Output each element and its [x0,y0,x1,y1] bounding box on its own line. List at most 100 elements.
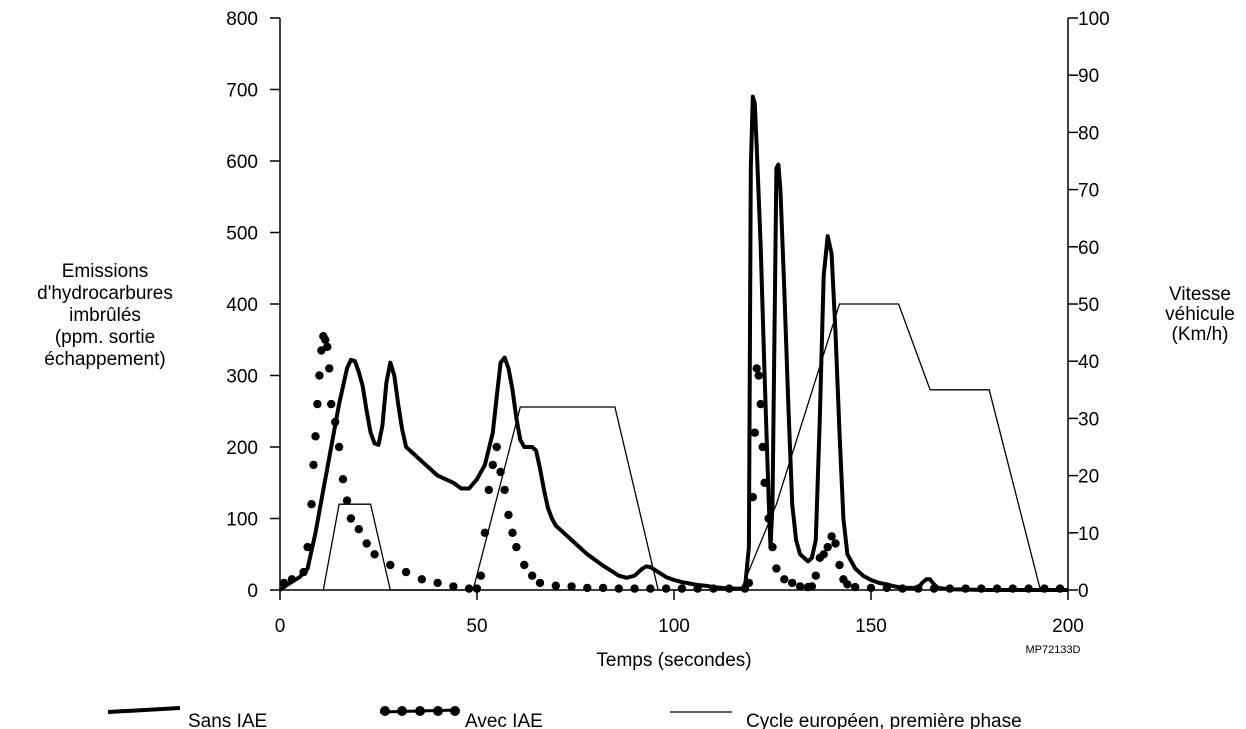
series-point-avec-iae [598,583,608,593]
series-point-avec-iae [780,575,789,584]
series-point-avec-iae [823,542,832,552]
series-point-avec-iae [315,371,324,380]
series-point-avec-iae [287,575,296,584]
series-line-sans-iae [278,94,1068,592]
series-point-avec-iae [827,532,836,541]
series-point-avec-iae [929,584,939,593]
series-point-avec-iae [342,496,352,505]
series-point-avec-iae [307,500,316,509]
series-point-avec-iae [807,582,817,591]
series-point-avec-iae [614,584,623,593]
series-point-avec-iae [811,571,820,580]
series-point-avec-iae [528,571,537,580]
y-left-tick-label: 300 [226,367,258,388]
series-point-avec-iae [311,432,320,441]
series-point-avec-iae [567,582,576,591]
y-left-tick-label: 0 [247,581,258,602]
series-point-avec-iae [630,584,639,593]
series-point-avec-iae [401,567,411,577]
y-right-tick-label: 10 [1078,524,1099,545]
series-point-avec-iae [945,584,954,593]
series-point-avec-iae [303,542,312,552]
series-point-avec-iae [914,584,923,593]
series-point-avec-iae [788,578,797,588]
series-point-avec-iae [449,582,458,591]
series-point-avec-iae [551,581,560,590]
series-point-avec-iae [744,578,754,588]
series-point-avec-iae [370,550,379,559]
series-point-avec-iae [313,399,322,409]
axis-labels: 0100200300400500600700800010203040506070… [37,9,1235,671]
series-point-avec-iae [338,475,348,484]
series-point-avec-iae [768,542,777,552]
series-point-avec-iae [795,582,805,591]
series-point-avec-iae [520,560,529,570]
series-point-avec-iae [512,542,521,552]
series-point-avec-iae [299,567,308,577]
y-right-tick-label: 30 [1078,409,1099,430]
y-left-title-line: (ppm. sortie [55,327,155,348]
y-right-tick-label: 20 [1078,467,1099,488]
series-point-avec-iae [882,583,891,593]
series-point-avec-iae [756,399,765,409]
series-point-avec-iae [1024,584,1033,593]
y-right-title-line: véhicule [1165,304,1235,325]
series-point-avec-iae [758,442,767,452]
series-point-avec-iae [851,582,860,592]
series-point-avec-iae [327,399,336,409]
series-line-cycle-europeen [322,303,1042,591]
series-point-avec-iae [433,578,442,588]
series-point-avec-iae [476,571,486,580]
series-point-avec-iae [750,428,759,437]
figure-code: MP72133D [1025,644,1080,656]
y-right-tick-label: 70 [1078,181,1099,202]
y-left-tick-label: 700 [226,81,258,102]
legend-swatch-avec-iae-dot [450,706,460,716]
y-right-tick-label: 40 [1078,352,1099,373]
y-left-tick-label: 400 [226,295,258,316]
series-point-avec-iae [677,584,687,593]
legend-label-avec-iae: Avec IAE [465,711,543,729]
series-point-avec-iae [583,583,592,593]
y-left-title-line: Emissions [62,261,149,282]
series-point-avec-iae [535,578,545,588]
series-point-avec-iae [488,460,497,470]
series-point-avec-iae [819,550,828,559]
series-point-avec-iae [1008,584,1017,593]
axes [270,17,1078,600]
x-tick-label: 50 [466,616,487,637]
series-point-avec-iae [866,583,876,593]
series-point-avec-iae [354,525,363,534]
y-right-tick-label: 90 [1078,66,1099,87]
y-left-title-line: échappement) [44,349,165,370]
series-point-avec-iae [386,560,395,570]
series-point-avec-iae [693,584,702,593]
legend-swatch-avec-iae-dot [415,706,425,716]
series-point-avec-iae [323,342,332,352]
series-point-avec-iae [346,514,356,523]
y-right-tick-label: 80 [1078,123,1099,144]
legend-swatch-avec-iae-dot [397,706,407,716]
series-point-avec-iae [325,364,334,373]
y-right-tick-label: 0 [1078,581,1089,602]
series-point-avec-iae [484,485,493,495]
series-point-avec-iae [772,564,781,573]
series-point-avec-iae [504,510,513,520]
y-left-title-line: d'hydrocarbures [37,283,173,304]
series-point-avec-iae [508,528,517,537]
series-point-avec-iae [334,442,344,452]
series-point-avec-iae [279,578,289,588]
y-left-title-line: imbrûlés [69,305,141,326]
series-point-avec-iae [961,584,970,593]
y-right-title-line: (Km/h) [1172,324,1229,345]
legend-swatch-avec-iae-dot [433,706,443,716]
series-point-avec-iae [760,478,769,487]
series-layer [278,94,1068,593]
series-point-avec-iae [1055,584,1065,593]
series-point-avec-iae [464,584,474,593]
legend-label-cycle: Cycle européen, première phase [746,711,1022,729]
series-point-avec-iae [709,584,718,593]
series-point-avec-iae [831,539,840,548]
y-left-tick-label: 100 [226,510,258,531]
